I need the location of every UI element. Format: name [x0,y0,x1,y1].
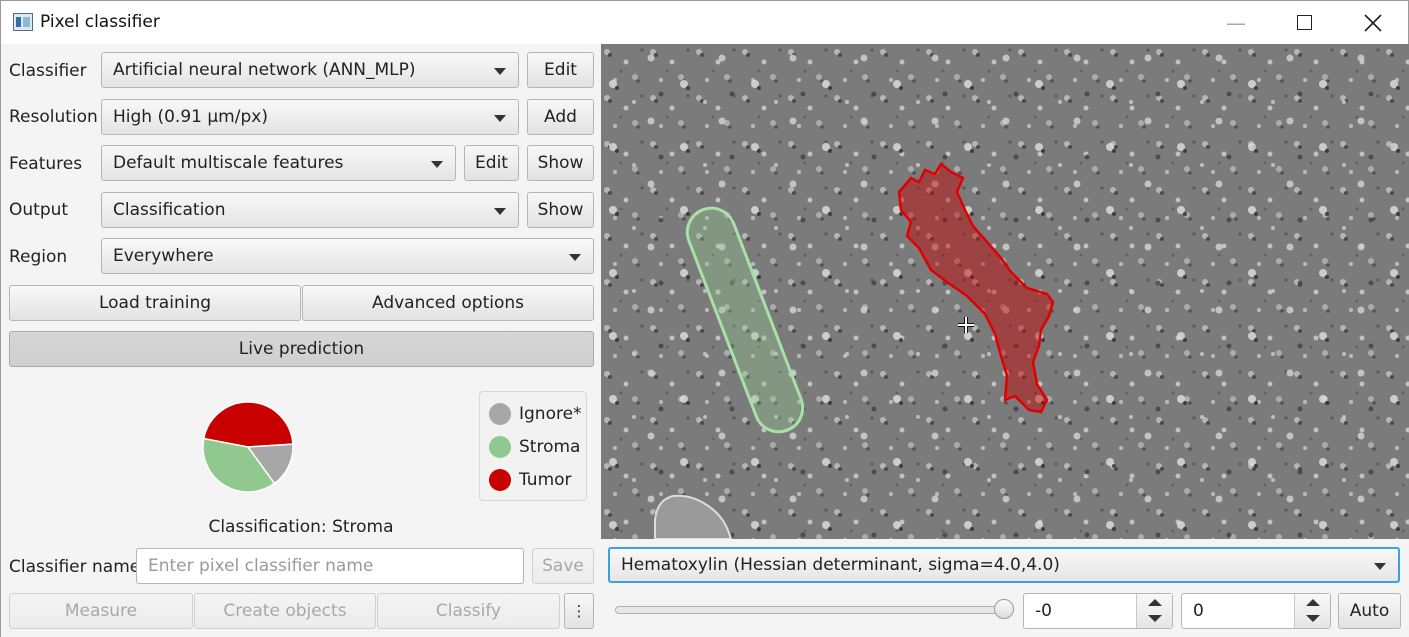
load-training-button[interactable]: Load training [9,285,301,321]
display-range-slider[interactable] [615,606,1007,614]
viewer-panel: Hematoxylin (Hessian determinant, sigma=… [601,44,1409,637]
max-value: 0 [1193,601,1204,621]
chevron-down-icon [431,161,443,168]
chevron-down-icon [494,68,506,75]
measure-button[interactable]: Measure [9,593,193,629]
features-select[interactable]: Default multiscale features [101,145,456,181]
classifier-name-label: Classifier name [9,557,141,577]
chevron-up-icon[interactable] [1148,599,1162,606]
legend-item-ignore[interactable]: Ignore* [489,403,582,425]
app-icon [13,13,33,31]
legend-item-stroma[interactable]: Stroma [489,436,580,458]
resolution-add-button[interactable]: Add [527,99,594,135]
output-show-button[interactable]: Show [527,192,594,228]
slider-thumb[interactable] [994,599,1014,619]
auto-button[interactable]: Auto [1338,593,1401,629]
pie-slice-stroma [202,437,276,493]
features-label: Features [9,154,83,174]
min-value-spinner[interactable]: -0 [1023,593,1173,629]
legend-item-tumor[interactable]: Tumor [489,469,572,491]
legend-label-stroma: Stroma [519,437,581,457]
more-options-button[interactable]: ⋮ [564,593,594,629]
create-objects-button[interactable]: Create objects [194,593,376,629]
chevron-down-icon [494,208,506,215]
resolution-select[interactable]: High (0.91 µm/px) [101,99,519,135]
chevron-down-icon [1374,563,1386,570]
chevron-down-icon[interactable] [1148,615,1162,622]
stroma-annotation[interactable] [680,201,809,439]
output-select-value: Classification [113,200,226,220]
close-button[interactable] [1338,1,1408,44]
classifier-name-placeholder: Enter pixel classifier name [148,556,374,576]
ignore-annotation[interactable] [654,494,733,539]
max-value-spinner[interactable]: 0 [1181,593,1331,629]
class-legend: Ignore* Stroma Tumor [479,391,587,501]
classifier-select-value: Artificial neural network (ANN_MLP) [113,60,416,80]
features-show-button[interactable]: Show [527,145,594,181]
feature-image [601,44,1409,539]
min-value: -0 [1035,601,1052,621]
legend-swatch-ignore [489,403,511,425]
legend-label-tumor: Tumor [519,470,572,490]
pie-slice-ignore [246,443,294,485]
classifier-edit-button[interactable]: Edit [527,52,594,88]
classification-status: Classification: Stroma [208,517,394,537]
advanced-options-button[interactable]: Advanced options [302,285,594,321]
legend-swatch-tumor [489,469,511,491]
resolution-label: Resolution [9,107,98,127]
window-title: Pixel classifier [40,12,160,32]
minimize-button[interactable]: — [1201,1,1271,44]
pie-slice-tumor [202,401,294,448]
region-select-value: Everywhere [113,246,214,266]
features-select-value: Default multiscale features [113,153,344,173]
classifier-select[interactable]: Artificial neural network (ANN_MLP) [101,52,519,88]
legend-swatch-stroma [489,436,511,458]
chevron-up-icon[interactable] [1306,599,1320,606]
classify-button[interactable]: Classify [377,593,560,629]
output-select[interactable]: Classification [101,192,519,228]
resolution-select-value: High (0.91 µm/px) [113,107,268,127]
close-icon [1364,13,1382,32]
feature-display-value: Hematoxylin (Hessian determinant, sigma=… [621,555,1060,575]
feature-display-select[interactable]: Hematoxylin (Hessian determinant, sigma=… [608,547,1400,583]
settings-panel: Classifier Artificial neural network (AN… [1,44,601,637]
crosshair-cursor-icon [958,317,974,333]
output-label: Output [9,200,69,220]
maximize-icon [1296,15,1312,30]
tumor-annotation[interactable] [897,162,1055,414]
minimize-icon: — [1226,10,1246,35]
chevron-down-icon [494,115,506,122]
region-select[interactable]: Everywhere [101,238,594,274]
legend-label-ignore: Ignore* [519,404,582,424]
classifier-name-input[interactable]: Enter pixel classifier name [136,548,524,584]
title-bar: Pixel classifier — [1,1,1408,44]
class-pie-chart [202,401,294,493]
features-edit-button[interactable]: Edit [464,145,519,181]
chevron-down-icon [569,254,581,261]
image-viewer[interactable] [601,44,1409,539]
live-prediction-toggle[interactable]: Live prediction [9,331,594,367]
save-button[interactable]: Save [532,548,594,584]
classifier-label: Classifier [9,61,87,81]
min-spinner-buttons[interactable] [1136,594,1172,628]
max-spinner-buttons[interactable] [1294,594,1330,628]
region-label: Region [9,247,68,267]
maximize-button[interactable] [1269,1,1339,44]
chevron-down-icon[interactable] [1306,615,1320,622]
